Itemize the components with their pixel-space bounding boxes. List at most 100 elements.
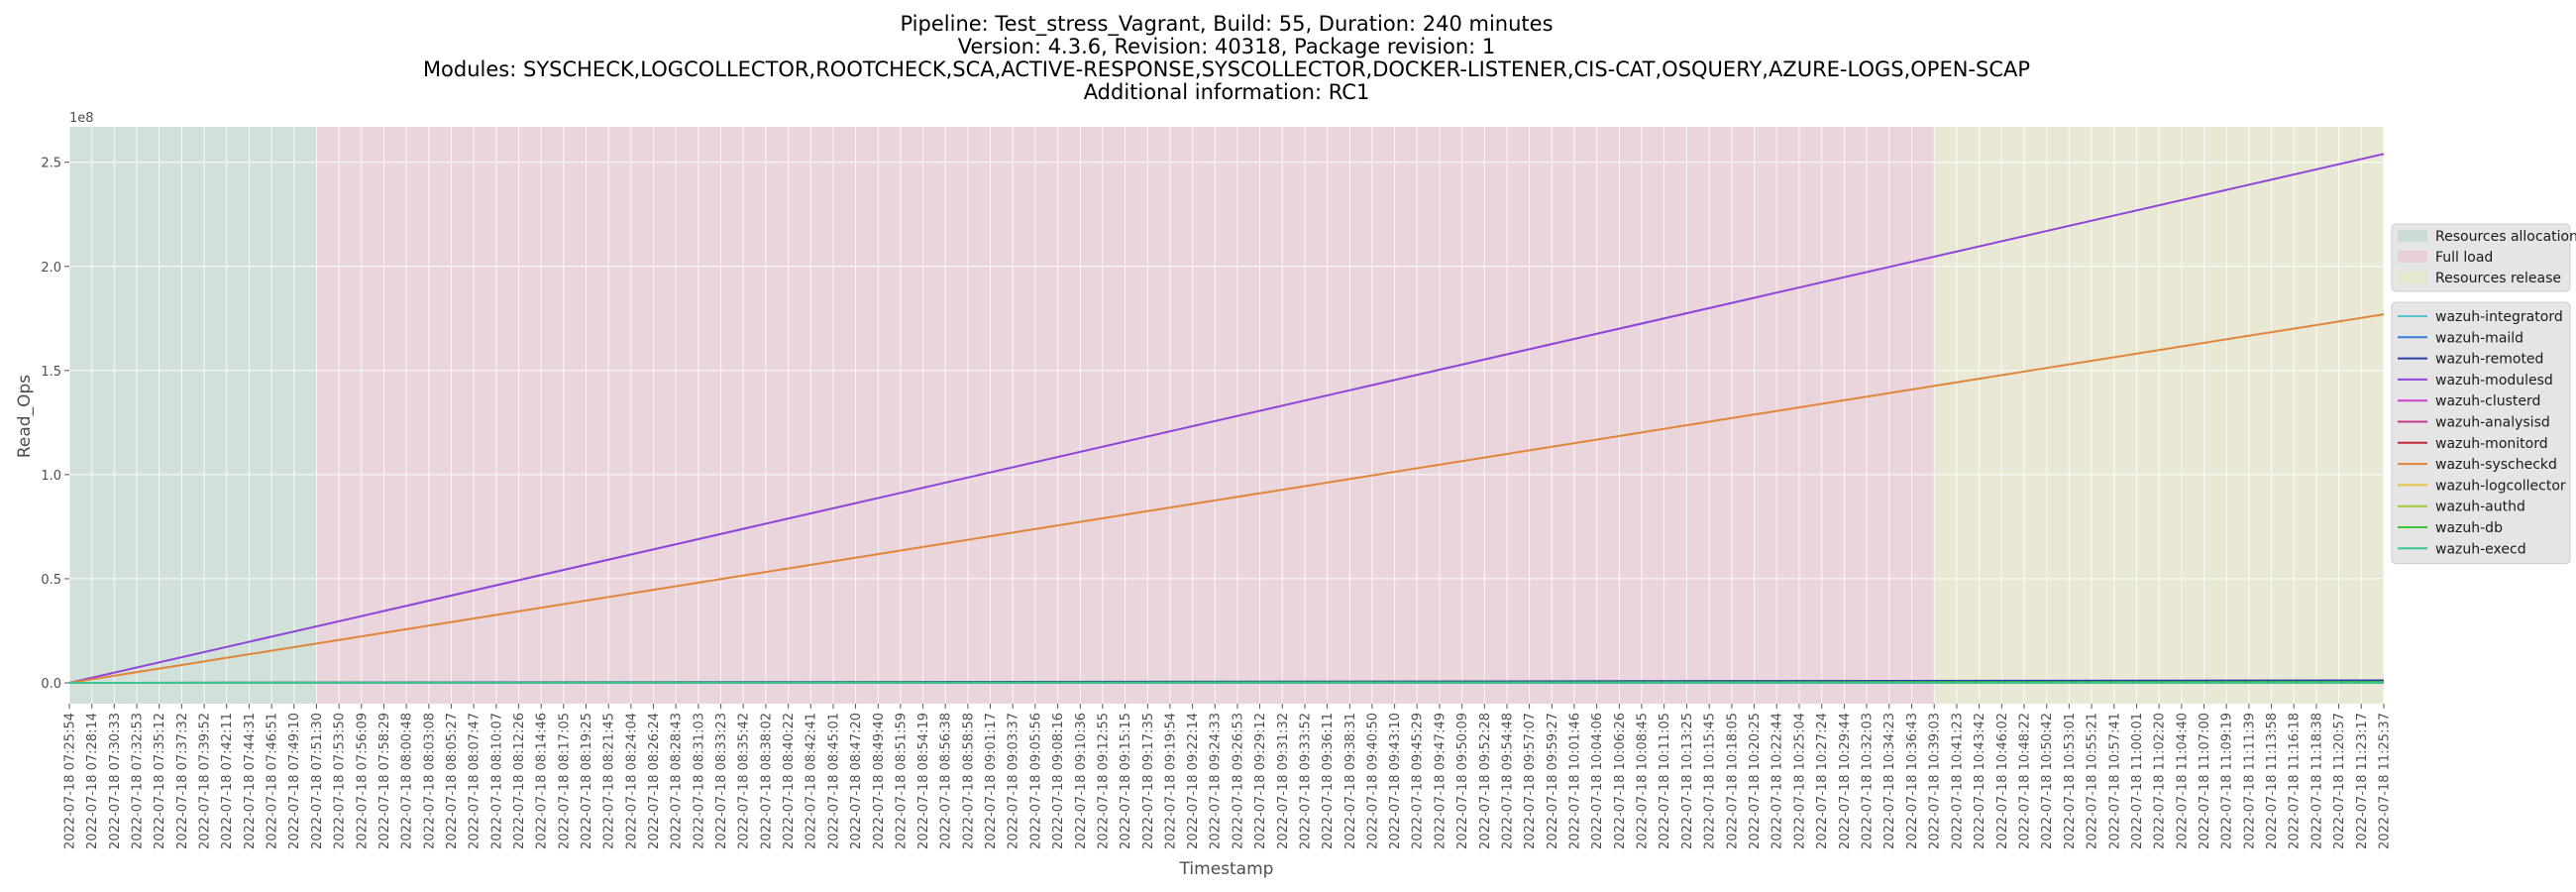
x-tick-label: 2022-07-18 08:21:45 [602, 713, 617, 849]
x-tick-label: 2022-07-18 10:32:03 [1861, 713, 1876, 849]
x-tick-label: 2022-07-18 09:33:52 [1299, 713, 1314, 849]
x-tick-label: 2022-07-18 07:46:51 [266, 713, 280, 849]
series-legend-label: wazuh-clusterd [2435, 393, 2540, 409]
x-tick-label: 2022-07-18 08:12:26 [512, 713, 527, 849]
x-tick-label: 2022-07-18 08:05:27 [445, 713, 460, 849]
y-tick-label: 0.0 [41, 677, 61, 692]
series-legend-label: wazuh-maild [2435, 330, 2523, 346]
x-tick-label: 2022-07-18 11:13:58 [2265, 713, 2280, 849]
x-tick-label: 2022-07-18 10:55:21 [2086, 713, 2100, 849]
x-tick-label: 2022-07-18 10:25:04 [1792, 713, 1807, 849]
x-tick-label: 2022-07-18 08:51:59 [894, 713, 909, 849]
x-tick-label: 2022-07-18 08:49:40 [872, 713, 887, 849]
y-axis: 0.0 0.5 1.0 1.5 2.0 2.5 [41, 157, 69, 692]
x-tick-label: 2022-07-18 09:54:48 [1501, 713, 1516, 849]
series-legend-label: wazuh-analysisd [2435, 415, 2550, 431]
series-legend-label: wazuh-modulesd [2435, 373, 2553, 389]
x-tick-label: 2022-07-18 08:17:05 [557, 713, 572, 849]
x-tick-label: 2022-07-18 09:10:36 [1074, 713, 1089, 849]
x-tick-label: 2022-07-18 08:26:24 [647, 713, 662, 849]
x-tick-label: 2022-07-18 09:19:54 [1163, 713, 1178, 849]
series-legend-label: wazuh-execd [2435, 541, 2526, 557]
x-tick-label: 2022-07-18 10:43:42 [1973, 713, 1987, 849]
series-line-wazuh-syscheckd [68, 313, 2385, 684]
x-tick-label: 2022-07-18 10:41:23 [1950, 713, 1965, 849]
phase-band-1 [69, 127, 317, 704]
legend: Resources allocation Full load Resources r… [2391, 223, 2576, 565]
x-tick-label: 2022-07-18 09:01:17 [984, 713, 999, 849]
y-tick-label: 2.5 [41, 157, 61, 171]
x-tick-label: 2022-07-18 10:04:06 [1590, 713, 1605, 849]
x-tick-label: 2022-07-18 10:29:44 [1838, 713, 1853, 849]
x-tick-label: 2022-07-18 10:22:44 [1771, 713, 1785, 849]
series-legend-label: wazuh-integratord [2435, 309, 2563, 325]
x-tick-label: 2022-07-18 09:52:28 [1478, 713, 1493, 849]
x-tick-label: 2022-07-18 09:17:35 [1141, 713, 1156, 849]
series-legend-label: wazuh-logcollector [2435, 478, 2566, 494]
x-tick-label: 2022-07-18 10:01:46 [1567, 713, 1582, 849]
x-tick-label: 2022-07-18 08:35:42 [737, 713, 752, 849]
y-tick-label: 1.5 [41, 365, 61, 380]
x-tick-label: 2022-07-18 09:57:07 [1523, 713, 1538, 849]
x-axis-label: Timestamp [1179, 859, 1274, 879]
x-tick-label: 2022-07-18 08:00:48 [400, 713, 415, 849]
x-tick-label: 2022-07-18 10:06:26 [1613, 713, 1628, 849]
title-line-4: Additional information: RC1 [1084, 80, 1370, 104]
x-tick-label: 2022-07-18 09:31:32 [1276, 713, 1291, 849]
x-tick-label: 2022-07-18 09:40:50 [1365, 713, 1380, 849]
x-tick-label: 2022-07-18 07:58:29 [377, 713, 392, 849]
x-tick-label: 2022-07-18 08:19:25 [580, 713, 594, 849]
x-tick-label: 2022-07-18 08:14:46 [535, 713, 550, 849]
x-axis: 2022-07-18 07:25:54 2022-07-18 07:28:14 20… [63, 704, 2393, 849]
x-tick-label: 2022-07-18 10:18:05 [1725, 713, 1740, 849]
x-tick-label: 2022-07-18 09:22:14 [1186, 713, 1201, 849]
x-tick-label: 2022-07-18 09:15:15 [1119, 713, 1133, 849]
x-tick-label: 2022-07-18 09:08:16 [1051, 713, 1066, 849]
x-tick-label: 2022-07-18 09:50:09 [1455, 713, 1470, 849]
x-tick-label: 2022-07-18 09:24:33 [1209, 713, 1224, 849]
x-tick-label: 2022-07-18 09:12:55 [1096, 713, 1111, 849]
x-tick-label: 2022-07-18 10:36:43 [1905, 713, 1920, 849]
phase-legend-box [2391, 223, 2571, 292]
x-tick-label: 2022-07-18 07:42:11 [220, 713, 235, 849]
title-line-3: Modules: SYSCHECK,LOGCOLLECTOR,ROOTCHECK… [423, 57, 2030, 81]
x-tick-label: 2022-07-18 08:56:38 [939, 713, 954, 849]
x-tick-label: 2022-07-18 10:39:03 [1928, 713, 1943, 849]
phase-legend-swatch [2398, 230, 2427, 242]
x-tick-label: 2022-07-18 10:46:02 [1995, 713, 2010, 849]
x-tick-label: 2022-07-18 07:39:52 [198, 713, 213, 849]
x-tick-label: 2022-07-18 07:56:09 [355, 713, 370, 849]
x-tick-label: 2022-07-18 08:03:08 [422, 713, 437, 849]
phase-legend-swatch [2398, 272, 2427, 283]
x-tick-label: 2022-07-18 09:47:49 [1433, 713, 1448, 849]
series-legend-box [2391, 301, 2571, 565]
x-tick-label: 2022-07-18 07:44:31 [243, 713, 258, 849]
x-tick-label: 2022-07-18 07:51:30 [310, 713, 325, 849]
x-tick-label: 2022-07-18 08:58:58 [961, 713, 976, 849]
x-tick-label: 2022-07-18 09:29:12 [1253, 713, 1268, 849]
x-tick-label: 2022-07-18 08:10:07 [489, 713, 504, 849]
phase-legend-label: Resources allocation [2435, 229, 2576, 245]
title-line-1: Pipeline: Test_stress_Vagrant, Build: 55… [900, 12, 1553, 37]
x-tick-label: 2022-07-18 10:15:45 [1703, 713, 1718, 849]
x-tick-label: 2022-07-18 07:53:50 [333, 713, 348, 849]
x-tick-label: 2022-07-18 08:47:20 [849, 713, 864, 849]
x-tick-label: 2022-07-18 09:43:10 [1388, 713, 1403, 849]
x-tick-label: 2022-07-18 09:03:37 [1007, 713, 1021, 849]
x-tick-label: 2022-07-18 08:54:19 [916, 713, 931, 849]
chart-title: Pipeline: Test_stress_Vagrant, Build: 55… [423, 12, 2030, 104]
x-tick-label: 2022-07-18 07:30:33 [108, 713, 123, 849]
x-tick-label: 2022-07-18 10:57:41 [2107, 713, 2122, 849]
x-tick-label: 2022-07-18 08:45:01 [826, 713, 841, 849]
x-tick-label: 2022-07-18 08:38:02 [759, 713, 774, 849]
series-legend-label: wazuh-monitord [2435, 436, 2548, 452]
y-tick-label: 0.5 [41, 573, 61, 588]
x-tick-label: 2022-07-18 07:49:10 [287, 713, 302, 849]
x-tick-label: 2022-07-18 09:26:53 [1231, 713, 1245, 849]
x-tick-label: 2022-07-18 10:27:24 [1815, 713, 1830, 849]
series-lines [68, 153, 2385, 684]
y-multiplier-label: 1e8 [69, 111, 94, 126]
x-tick-label: 2022-07-18 11:23:17 [2355, 713, 2370, 849]
x-tick-label: 2022-07-18 10:08:45 [1635, 713, 1650, 849]
